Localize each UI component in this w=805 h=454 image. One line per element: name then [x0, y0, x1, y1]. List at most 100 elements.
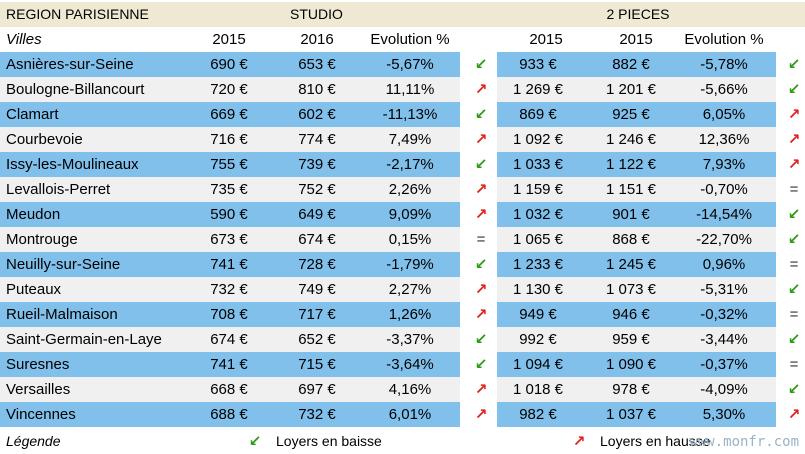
two-2016-cell: 868 €	[612, 231, 650, 248]
table-row: Neuilly-sur-Seine 741 € 728 € -1,79% ↙ 1 233 …	[0, 252, 805, 277]
table-header-top: REGION PARISIENNE STUDIO 2 PIECES	[0, 2, 805, 27]
studio-2015-cell: 674 €	[210, 331, 248, 348]
studio-evolution-cell: 0,15%	[388, 231, 432, 248]
studio-evolution-header: Evolution %	[370, 31, 450, 48]
studio-2015-cell: 732 €	[210, 281, 248, 298]
two-2015-cell: 949 €	[519, 306, 557, 323]
equals-icon: =	[789, 356, 799, 373]
city-cell: Boulogne-Billancourt	[6, 81, 145, 98]
arrow-up-right-icon: ↗	[474, 281, 488, 298]
legend-up-text: Loyers en hausse	[600, 433, 711, 449]
table-row: Courbevoie 716 € 774 € 7,49% ↗ 1 092 € 1 246 €…	[0, 127, 805, 152]
two-2016-cell: 1 151 €	[605, 181, 657, 198]
studio-evolution-cell: 4,16%	[388, 381, 432, 398]
legend-down-text: Loyers en baisse	[276, 433, 382, 449]
equals-icon: =	[476, 231, 486, 248]
arrow-down-left-icon: ↙	[474, 256, 488, 273]
two-2016-cell: 1 246 €	[605, 131, 657, 148]
two-2015-cell: 869 €	[519, 106, 557, 123]
arrow-down-left-icon: ↙	[787, 381, 801, 398]
studio-2015-cell: 755 €	[210, 156, 248, 173]
studio-evolution-cell: -5,67%	[386, 56, 434, 73]
row-band	[0, 227, 460, 252]
row-band	[497, 402, 776, 427]
studio-2016-cell: 602 €	[298, 106, 336, 123]
equals-icon: =	[789, 256, 799, 273]
city-cell: Clamart	[6, 106, 59, 123]
studio-2015-cell: 688 €	[210, 406, 248, 423]
two-2015-cell: 992 €	[519, 331, 557, 348]
two-evolution-cell: 6,05%	[702, 106, 746, 123]
studio-2016-cell: 674 €	[298, 231, 336, 248]
studio-evolution-cell: 9,09%	[388, 206, 432, 223]
studio-2015-cell: 669 €	[210, 106, 248, 123]
two-2015-cell: 1 094 €	[512, 356, 564, 373]
city-cell: Neuilly-sur-Seine	[6, 256, 121, 273]
studio-2015-cell: 741 €	[210, 256, 248, 273]
row-band	[0, 152, 460, 177]
row-band	[497, 352, 776, 377]
studio-evolution-cell: 7,49%	[388, 131, 432, 148]
table-row: Montrouge 673 € 674 € 0,15% = 1 065 € 868 € -22…	[0, 227, 805, 252]
arrow-down-left-icon: ↙	[787, 281, 801, 298]
row-band	[0, 252, 460, 277]
table-row: Puteaux 732 € 749 € 2,27% ↗ 1 130 € 1 073 € -5,…	[0, 277, 805, 302]
arrow-down-left-icon: ↙	[474, 106, 488, 123]
city-cell: Courbevoie	[6, 131, 83, 148]
two-2015-cell: 1 032 €	[512, 206, 564, 223]
city-cell: Levallois-Perret	[6, 181, 111, 198]
two-evolution-cell: -0,32%	[700, 306, 748, 323]
studio-evolution-cell: 2,27%	[388, 281, 432, 298]
two-2016-cell: 901 €	[612, 206, 650, 223]
table-row: Asnières-sur-Seine 690 € 653 € -5,67% ↙ 933 €…	[0, 52, 805, 77]
two-2015-cell: 1 018 €	[512, 381, 564, 398]
two-evolution-cell: -5,31%	[700, 281, 748, 298]
arrow-down-left-icon: ↙	[474, 356, 488, 373]
table-row: Boulogne-Billancourt 720 € 810 € 11,11% ↗ 1 2…	[0, 77, 805, 102]
studio-evolution-cell: -11,13%	[382, 106, 438, 123]
studio-2015-cell: 741 €	[210, 356, 248, 373]
city-cell: Puteaux	[6, 281, 62, 298]
two-2016-cell: 1 090 €	[605, 356, 657, 373]
row-band	[0, 277, 460, 302]
arrow-up-right-icon: ↗	[474, 306, 488, 323]
studio-2016-cell: 697 €	[298, 381, 336, 398]
two-evolution-cell: 5,30%	[702, 406, 746, 423]
studio-2015-cell: 668 €	[210, 381, 248, 398]
studio-evolution-cell: 2,26%	[388, 181, 432, 198]
two-2016-cell: 1 122 €	[605, 156, 657, 173]
arrow-down-left-icon: ↙	[787, 81, 801, 98]
two-evolution-cell: 0,96%	[702, 256, 746, 273]
table-row: Meudon 590 € 649 € 9,09% ↗ 1 032 € 901 € -14,54…	[0, 202, 805, 227]
arrow-up-right-icon: ↗	[474, 381, 488, 398]
two-2016-cell: 1 201 €	[605, 81, 657, 98]
city-cell: Asnières-sur-Seine	[6, 56, 134, 73]
studio-2015-cell: 590 €	[210, 206, 248, 223]
table-header-sub: Villes 2015 2016 Evolution % 2015 2015 E…	[0, 27, 805, 52]
two-2016-cell: 1 073 €	[605, 281, 657, 298]
two-year2-header: 2015	[619, 31, 653, 48]
row-band	[497, 152, 776, 177]
city-cell: Versailles	[6, 381, 71, 398]
arrow-down-left-icon: ↙	[474, 331, 488, 348]
studio-2015-cell: 673 €	[210, 231, 248, 248]
two-2015-cell: 1 233 €	[512, 256, 564, 273]
row-band	[0, 202, 460, 227]
two-2016-cell: 978 €	[612, 381, 650, 398]
studio-evolution-cell: -2,17%	[386, 156, 434, 173]
row-band	[0, 52, 460, 77]
row-band	[0, 327, 460, 352]
arrow-up-right-icon: ↗	[474, 206, 488, 223]
studio-2016-cell: 810 €	[298, 81, 336, 98]
watermark: www.monfr.com	[689, 434, 799, 450]
equals-icon: =	[789, 306, 799, 323]
arrow-down-left-icon: ↙	[787, 206, 801, 223]
two-2015-cell: 1 159 €	[512, 181, 564, 198]
two-2015-cell: 1 130 €	[512, 281, 564, 298]
two-evolution-cell: -22,70%	[696, 231, 752, 248]
studio-2016-cell: 649 €	[298, 206, 336, 223]
two-evolution-cell: 7,93%	[702, 156, 746, 173]
cities-column-header: Villes	[6, 31, 42, 48]
equals-icon: =	[789, 181, 799, 198]
studio-2016-cell: 739 €	[298, 156, 336, 173]
